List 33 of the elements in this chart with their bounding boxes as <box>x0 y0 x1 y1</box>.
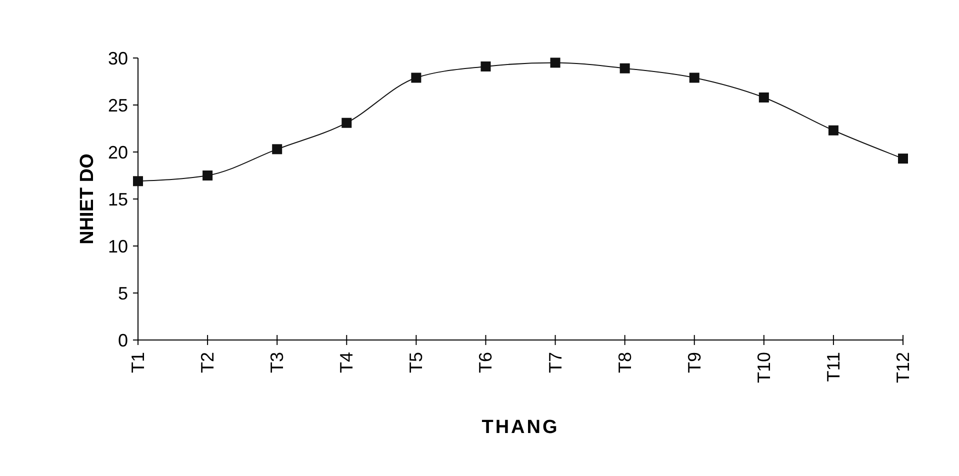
point <box>758 92 769 102</box>
y-axis-title: NHIET DO <box>77 154 98 244</box>
x-tick-label: T1 <box>128 352 148 374</box>
point <box>480 61 491 72</box>
x-tick-label: T12 <box>893 352 913 384</box>
point <box>411 72 422 83</box>
point <box>620 63 630 74</box>
x-tick-label: T4 <box>336 352 357 374</box>
point <box>342 118 352 128</box>
point <box>550 58 560 68</box>
y-tick-label: 30 <box>108 48 128 68</box>
x-axis-title: THANG <box>482 417 560 438</box>
point <box>898 154 908 164</box>
point <box>202 170 213 180</box>
x-tick-label: T6 <box>476 352 496 374</box>
x-tick-label: T9 <box>684 352 704 374</box>
point <box>689 72 700 83</box>
x-tick-label: T5 <box>406 352 426 374</box>
y-tick-label: 0 <box>118 330 128 350</box>
y-tick-label: 25 <box>108 95 128 116</box>
point <box>133 176 143 186</box>
y-tick-label: 15 <box>108 189 128 210</box>
x-tick-label: T8 <box>614 352 635 374</box>
x-tick-label: T11 <box>823 352 844 382</box>
y-tick-label: 5 <box>118 283 128 304</box>
x-tick-label: T10 <box>754 352 774 384</box>
x-tick-label: T7 <box>545 352 566 374</box>
x-tick-label: T2 <box>198 352 218 374</box>
y-tick-label: 20 <box>108 142 128 162</box>
x-tick-label: T3 <box>267 352 288 374</box>
point <box>828 125 838 136</box>
y-tick-label: 10 <box>108 236 128 256</box>
point <box>272 144 282 154</box>
